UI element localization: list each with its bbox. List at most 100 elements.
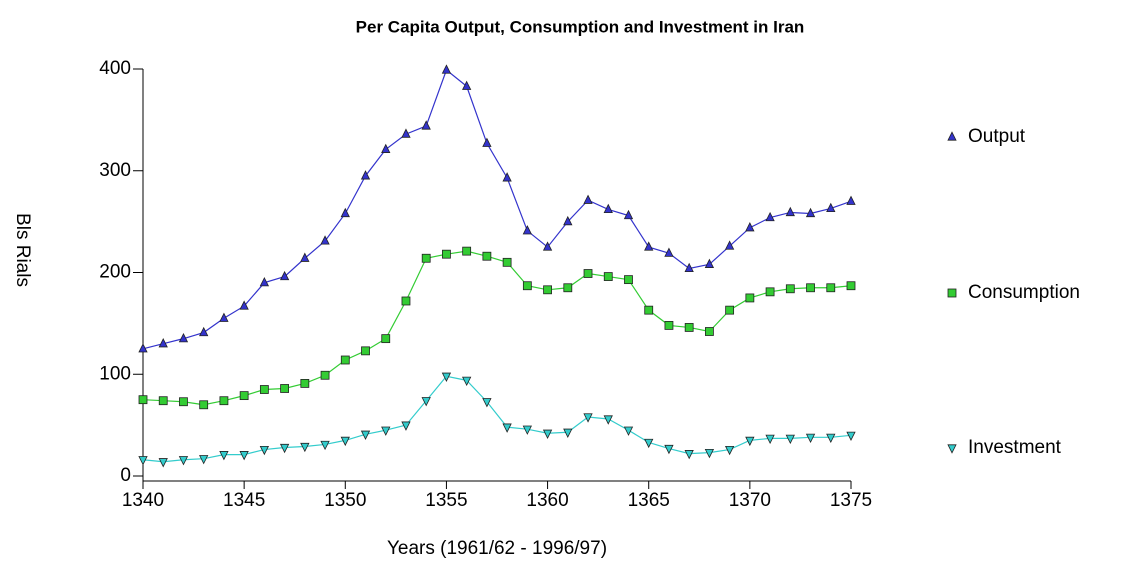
legend-marker [947, 288, 957, 298]
data-point [563, 215, 573, 226]
y-tick-label: 200 [99, 262, 131, 283]
data-point [704, 258, 715, 268]
data-point [158, 338, 168, 348]
x-tick-label: 1355 [425, 490, 467, 511]
data-point [542, 241, 553, 251]
data-point [684, 323, 694, 332]
data-point [664, 321, 674, 330]
x-tick-label: 1370 [729, 490, 771, 511]
series-line [142, 250, 852, 406]
data-point [462, 246, 472, 256]
data-point [623, 426, 634, 436]
data-point [745, 293, 755, 303]
data-point [724, 445, 735, 456]
data-point [361, 346, 370, 356]
data-point [462, 376, 472, 387]
data-point [340, 436, 350, 447]
data-point [765, 287, 775, 297]
data-point [360, 170, 371, 180]
y-tick-label: 300 [99, 160, 131, 181]
data-point [138, 395, 148, 405]
data-point [846, 195, 856, 205]
x-tick-label: 1365 [628, 490, 670, 511]
data-point [765, 434, 775, 445]
data-point [664, 444, 674, 455]
x-tick-label: 1360 [526, 490, 568, 511]
data-point [785, 206, 795, 217]
data-point [745, 436, 755, 447]
data-point [300, 252, 310, 262]
x-tick-label: 1340 [122, 490, 164, 511]
data-point [805, 207, 816, 218]
data-point [401, 128, 411, 138]
data-point [259, 385, 269, 394]
data-point [725, 305, 735, 315]
data-point [441, 372, 452, 382]
data-point [684, 262, 694, 273]
legend-label: Consumption [968, 282, 1080, 303]
data-point [279, 270, 290, 281]
data-point [522, 225, 532, 235]
data-point [644, 438, 654, 449]
data-point [300, 379, 310, 388]
data-point [340, 355, 350, 365]
data-point [563, 283, 573, 293]
data-point [280, 384, 290, 393]
data-point [704, 448, 715, 459]
data-point [502, 172, 512, 182]
data-point [138, 343, 148, 353]
data-point [320, 370, 330, 380]
data-point [826, 202, 836, 212]
data-point [542, 429, 553, 439]
data-point [583, 413, 593, 423]
x-tick-label: 1375 [830, 490, 872, 511]
data-point [441, 64, 452, 74]
y-axis-label: Bls Rials [12, 213, 33, 287]
data-point [603, 203, 613, 214]
data-point [199, 326, 209, 337]
data-point [563, 428, 573, 438]
data-point [522, 281, 532, 291]
data-point [583, 194, 593, 204]
data-point [199, 455, 209, 465]
data-point [603, 272, 613, 281]
data-point [482, 398, 492, 408]
data-point [381, 426, 391, 436]
data-point [664, 247, 674, 257]
data-point [603, 415, 613, 425]
data-point [381, 143, 391, 153]
series-line [142, 69, 852, 350]
data-point [846, 431, 856, 441]
data-point [806, 283, 815, 293]
data-point [805, 433, 816, 444]
legend-label: Output [968, 126, 1026, 147]
data-point [219, 451, 229, 461]
data-point [644, 241, 654, 251]
data-point [745, 222, 755, 232]
series-line [142, 375, 852, 463]
data-point [401, 296, 411, 306]
data-point [300, 442, 310, 453]
data-point [846, 281, 856, 291]
y-tick-label: 0 [120, 465, 131, 486]
data-point [259, 276, 270, 287]
data-point [239, 451, 249, 461]
data-point [623, 209, 634, 220]
legend-label: Investment [968, 437, 1062, 458]
data-point [462, 80, 472, 90]
data-point [502, 423, 512, 433]
x-axis-label: Years (1961/62 - 1996/97) [387, 538, 607, 559]
data-point [543, 285, 552, 295]
data-point [502, 257, 512, 267]
data-point [239, 300, 249, 310]
data-point [522, 425, 532, 435]
data-point [826, 283, 836, 293]
data-point [765, 211, 775, 222]
data-point [401, 421, 411, 431]
data-point [360, 430, 371, 440]
data-point [199, 400, 209, 410]
data-point [320, 235, 330, 245]
x-tick-label: 1350 [324, 490, 366, 511]
data-point [178, 456, 189, 466]
